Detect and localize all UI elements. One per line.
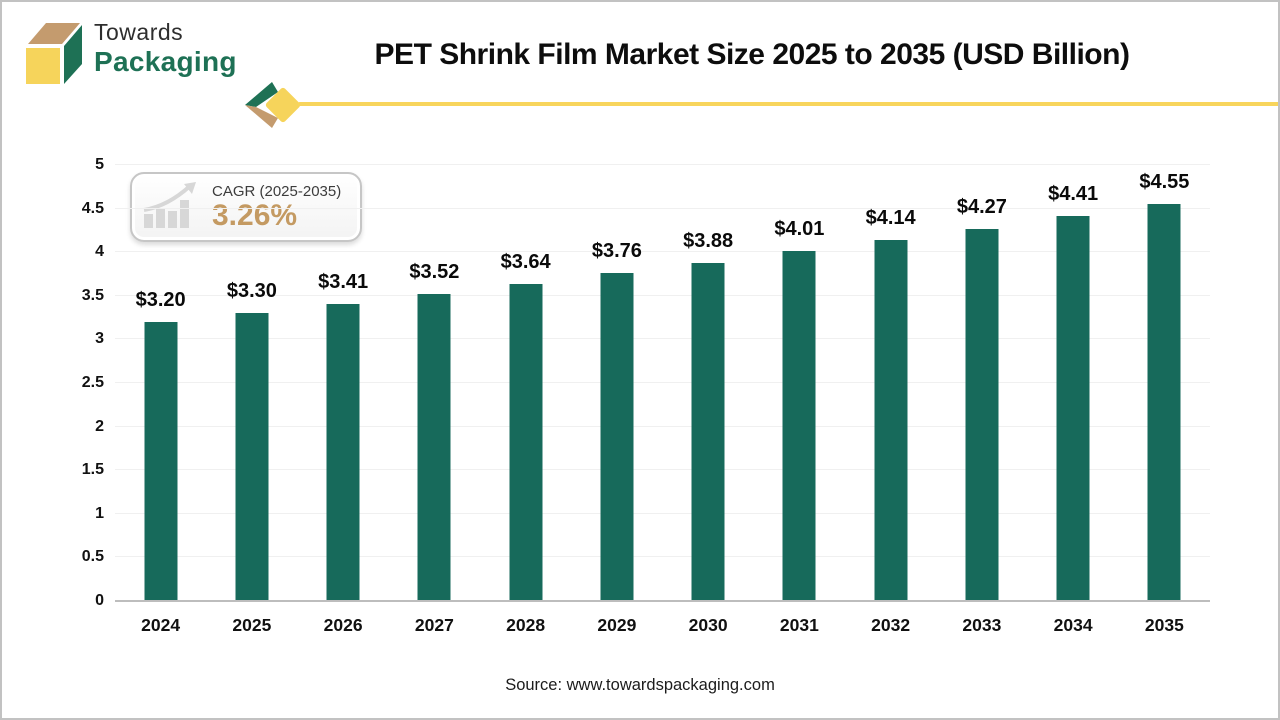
gridline <box>115 338 1210 340</box>
y-tick-label: 3 <box>95 330 104 348</box>
x-tick-label: 2031 <box>779 615 819 635</box>
bar-value-label: $3.52 <box>409 261 460 284</box>
bar-slot: $3.76 <box>571 165 662 601</box>
y-tick-label: 2 <box>95 417 104 435</box>
bar-2031 <box>782 251 816 601</box>
gridline <box>115 294 1210 296</box>
bar-value-label: $4.55 <box>1139 171 1190 194</box>
bar-2026 <box>326 303 360 601</box>
bar-2035 <box>1147 204 1181 601</box>
brand-text: Towards Packaging <box>94 20 237 77</box>
bar-value-label: $3.88 <box>683 229 734 252</box>
growth-chart-icon <box>143 182 196 228</box>
bar-2028 <box>509 283 543 601</box>
gridline <box>115 556 1210 558</box>
cagr-label: CAGR (2025-2035) <box>212 182 342 200</box>
bar-slot: $3.30 <box>206 165 297 601</box>
gridline <box>115 251 1210 253</box>
brand-line-packaging: Packaging <box>94 46 237 78</box>
bar-2034 <box>1056 216 1090 601</box>
x-tick-label: 2034 <box>1053 615 1093 635</box>
bar-slot: $3.52 <box>389 165 480 601</box>
bar-value-label: $4.27 <box>956 195 1007 218</box>
y-tick-label: 5 <box>95 156 104 173</box>
bar-value-label: $3.64 <box>500 250 551 273</box>
bar-slot: $4.55 <box>1119 165 1210 601</box>
bar-value-label: $4.41 <box>1048 183 1099 206</box>
gridline <box>115 425 1210 427</box>
cagr-texts: CAGR (2025-2035) 3.26% <box>212 183 341 232</box>
y-tick-label: 0 <box>95 592 104 609</box>
bar-slot: $4.41 <box>1028 165 1119 601</box>
bar-2024 <box>144 321 178 601</box>
gridline <box>115 469 1210 471</box>
y-tick-label: 3.5 <box>81 286 104 304</box>
bar-2032 <box>874 240 908 601</box>
y-tick-label: 1.5 <box>81 461 104 479</box>
plot-area: $3.20 $3.30 $3.41 $3.52 $3.64 $3.76 $3.88 $4.01… <box>115 164 1210 601</box>
bar-2033 <box>965 228 999 601</box>
bar-value-label: $3.76 <box>591 240 642 263</box>
cagr-badge: CAGR (2025-2035) 3.26% <box>130 172 362 242</box>
x-tick-label: 2032 <box>871 615 911 635</box>
bar-value-label: $3.41 <box>318 270 369 293</box>
bar-2029 <box>600 273 634 601</box>
bar-value-label: $3.30 <box>226 280 277 303</box>
y-tick-label: 2.5 <box>81 374 104 391</box>
brand-line-towards: Towards <box>94 19 184 45</box>
divider-line <box>298 102 1278 106</box>
gridline <box>115 512 1210 514</box>
chart-title: PET Shrink Film Market Size 2025 to 2035… <box>374 38 1130 71</box>
y-tick-label: 1 <box>95 504 104 522</box>
x-tick-label: 2024 <box>141 615 181 635</box>
x-tick-label: 2030 <box>688 615 728 635</box>
x-axis-line <box>115 600 1210 602</box>
cagr-value: 3.26% <box>212 198 298 232</box>
x-tick-label: 2033 <box>962 615 1002 635</box>
x-tick-label: 2035 <box>1144 615 1184 635</box>
gridline <box>115 164 1210 165</box>
bar-slot: $4.01 <box>754 165 845 601</box>
bar-2025 <box>235 313 269 601</box>
source-text: Source: www.towardspackaging.com <box>505 676 775 694</box>
bar-value-label: $3.20 <box>135 288 186 311</box>
bar-slot: $4.27 <box>936 165 1027 601</box>
bar-slot: $3.64 <box>480 165 571 601</box>
y-tick-label: 0.5 <box>81 548 104 566</box>
y-tick-label: 4 <box>95 243 104 261</box>
x-axis-labels: 2024 2025 2026 2027 2028 2029 2030 2031 2032 2033… <box>115 615 1210 643</box>
x-tick-label: 2027 <box>414 615 454 635</box>
x-tick-label: 2025 <box>232 615 272 635</box>
bar-slot: $3.41 <box>298 165 389 601</box>
gridline <box>115 207 1210 209</box>
x-tick-label: 2026 <box>323 615 363 635</box>
x-tick-label: 2028 <box>506 615 546 635</box>
bar-value-label: $4.01 <box>774 218 825 241</box>
bar-2030 <box>691 262 725 601</box>
y-tick-label: 4.5 <box>81 199 104 217</box>
towards-packaging-logo-icon <box>26 23 82 84</box>
bar-slot: $4.14 <box>845 165 936 601</box>
bar-2027 <box>417 294 451 601</box>
bar-slot: $3.88 <box>663 165 754 601</box>
bar-slot: $3.20 <box>115 165 206 601</box>
y-axis-labels: 0 0.5 1 1.5 2 2.5 3 3.5 4 4.5 5 <box>52 156 104 609</box>
divider-diamond-icon <box>245 82 301 128</box>
x-tick-label: 2029 <box>597 615 637 635</box>
gridline <box>115 382 1210 383</box>
bar-value-label: $4.14 <box>865 207 916 229</box>
